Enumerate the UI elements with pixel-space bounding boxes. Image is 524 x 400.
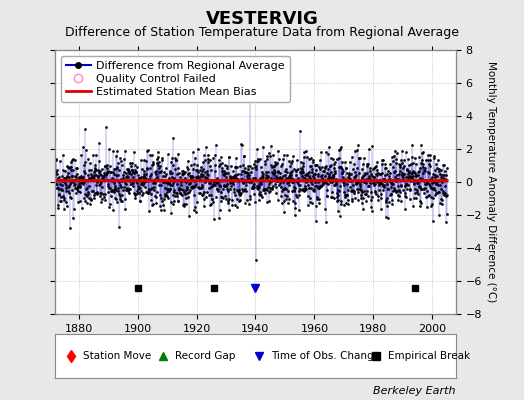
Text: VESTERVIG: VESTERVIG	[205, 10, 319, 28]
Y-axis label: Monthly Temperature Anomaly Difference (°C): Monthly Temperature Anomaly Difference (…	[486, 61, 496, 303]
Text: Berkeley Earth: Berkeley Earth	[374, 386, 456, 396]
Text: Difference of Station Temperature Data from Regional Average: Difference of Station Temperature Data f…	[65, 26, 459, 39]
Legend: Difference from Regional Average, Quality Control Failed, Estimated Station Mean: Difference from Regional Average, Qualit…	[61, 56, 290, 102]
Text: Time of Obs. Change: Time of Obs. Change	[271, 351, 380, 361]
Text: Station Move: Station Move	[83, 351, 151, 361]
Text: Empirical Break: Empirical Break	[388, 351, 470, 361]
Text: Record Gap: Record Gap	[175, 351, 236, 361]
